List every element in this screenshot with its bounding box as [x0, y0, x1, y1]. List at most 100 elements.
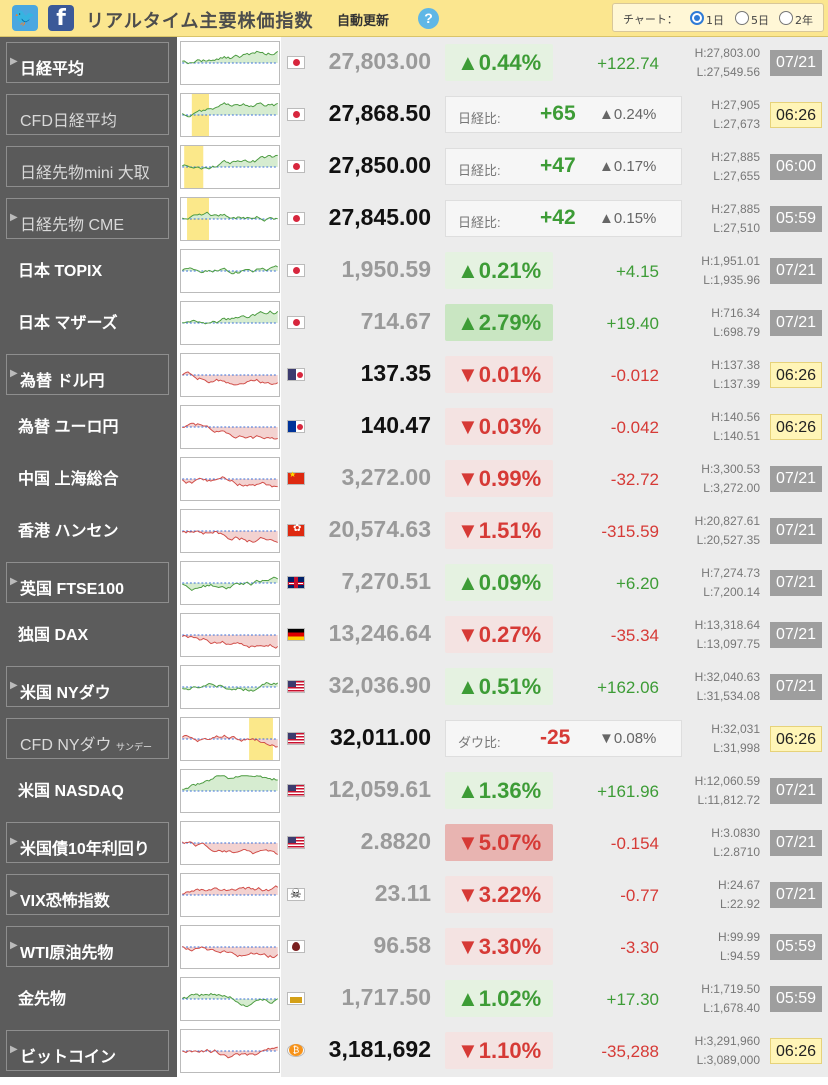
row-name-cell[interactable]: ▶ 日経平均	[0, 37, 177, 89]
row-name-text: 日経先物mini 大取	[20, 165, 150, 182]
table-row[interactable]: ▶ WTI原油先物 96.58 ▼3.30% -3.30 H:99.99 L:94.59 05…	[0, 921, 828, 973]
facebook-icon[interactable]: f	[48, 5, 74, 31]
row-name-text: CFD NYダウ	[20, 737, 112, 754]
table-row[interactable]: CFD NYダウ サンデー 32,011.00 ダウ比: -25 ▼0.08% H:32,…	[0, 713, 828, 765]
change-percent: ▼3.30%	[445, 928, 553, 965]
row-name-button[interactable]: CFD NYダウ サンデー	[6, 718, 169, 759]
row-name-cell[interactable]: CFD NYダウ サンデー	[0, 713, 177, 765]
mini-chart[interactable]	[180, 821, 280, 865]
row-name-cell[interactable]: 日本 マザーズ	[0, 297, 177, 349]
row-name-cell[interactable]: CFD日経平均	[0, 89, 177, 141]
row-name-cell[interactable]: 日本 TOPIX	[0, 245, 177, 297]
table-row[interactable]: ▶ビットコイン 3,181,692 ▼1.10% -35,288 H:3,291,960…	[0, 1025, 828, 1077]
mini-chart[interactable]	[180, 873, 280, 917]
row-name-button[interactable]: ▶ 為替 ドル円	[6, 354, 169, 395]
mini-chart[interactable]	[180, 925, 280, 969]
table-row[interactable]: 為替 ユーロ円 140.47 ▼0.03% -0.042 H:140.56 L:140.5…	[0, 401, 828, 453]
expand-arrow-icon: ▶	[10, 1044, 18, 1055]
radio-1day-label[interactable]: 1日	[706, 14, 724, 27]
radio-5day[interactable]	[735, 11, 749, 25]
expand-arrow-icon: ▶	[10, 56, 18, 67]
row-name-button[interactable]: ▶ WTI原油先物	[6, 926, 169, 967]
table-row[interactable]: 中国 上海総合 3,272.00 ▼0.99% -32.72 H:3,300.53 L:3…	[0, 453, 828, 505]
row-name-cell[interactable]: ▶ 日経先物 CME	[0, 193, 177, 245]
update-time: 07/21	[770, 882, 822, 908]
mini-chart[interactable]	[180, 405, 280, 449]
mini-chart[interactable]	[180, 145, 280, 189]
table-row[interactable]: ▶ 米国 NYダウ 32,036.90 ▲0.51% +162.06 H:32,040.6…	[0, 661, 828, 713]
mini-chart[interactable]	[180, 301, 280, 345]
row-name: 独国 DAX	[18, 627, 89, 644]
table-row[interactable]: 日本 マザーズ 714.67 ▲2.79% +19.40 H:716.34 L:698.7…	[0, 297, 828, 349]
row-name-button[interactable]: ▶ 英国 FTSE100	[6, 562, 169, 603]
mini-chart[interactable]	[180, 613, 280, 657]
flag-icon	[287, 732, 305, 745]
high-value: H:137.38	[711, 358, 760, 372]
row-name-cell[interactable]: 米国 NASDAQ	[0, 765, 177, 817]
mini-chart[interactable]	[180, 1029, 280, 1073]
help-icon[interactable]: ?	[418, 8, 439, 29]
price-value: 3,272.00	[341, 464, 431, 490]
price-value: 13,246.64	[328, 620, 431, 646]
row-name-cell[interactable]: 金先物	[0, 973, 177, 1025]
row-name-cell[interactable]: ▶ WTI原油先物	[0, 921, 177, 973]
mini-chart[interactable]	[180, 197, 280, 241]
row-name-cell[interactable]: 独国 DAX	[0, 609, 177, 661]
mini-chart[interactable]	[180, 769, 280, 813]
row-name-text: CFD日経平均	[20, 113, 117, 130]
row-name-cell[interactable]: ▶ 米国 NYダウ	[0, 661, 177, 713]
mini-chart[interactable]	[180, 977, 280, 1021]
table-row[interactable]: ▶ 為替 ドル円 137.35 ▼0.01% -0.012 H:137.38 L:137.3…	[0, 349, 828, 401]
radio-2year[interactable]	[779, 11, 793, 25]
row-name-cell[interactable]: 日経先物mini 大取	[0, 141, 177, 193]
table-row[interactable]: CFD日経平均 27,868.50 日経比: +65 ▲0.24% H:27,905 L:2…	[0, 89, 828, 141]
cfd-diff-percent: ▼0.08%	[599, 730, 657, 747]
mini-chart[interactable]	[180, 717, 280, 761]
row-values	[281, 609, 828, 661]
table-row[interactable]: 独国 DAX 13,246.64 ▼0.27% -35.34 H:13,318.64 L:…	[0, 609, 828, 661]
table-row[interactable]: ▶VIX恐怖指数 23.11 ▼3.22% -0.77 H:24.67 L:22.92 07…	[0, 869, 828, 921]
price-value: 3,181,692	[328, 1036, 431, 1062]
row-name-cell[interactable]: 香港 ハンセン	[0, 505, 177, 557]
table-row[interactable]: ▶ 日経先物 CME 27,845.00 日経比: +42 ▲0.15% H:27,885 L…	[0, 193, 828, 245]
row-name-button[interactable]: CFD日経平均	[6, 94, 169, 135]
row-name-button[interactable]: ▶ 日経平均	[6, 42, 169, 83]
table-row[interactable]: 米国 NASDAQ 12,059.61 ▲1.36% +161.96 H:12,060.…	[0, 765, 828, 817]
row-name-button[interactable]: ▶ 米国 NYダウ	[6, 666, 169, 707]
table-row[interactable]: 日本 TOPIX 1,950.59 ▲0.21% +4.15 H:1,951.01 L:1…	[0, 245, 828, 297]
mini-chart[interactable]	[180, 561, 280, 605]
row-name-cell[interactable]: ▶ ビットコイン	[0, 1025, 177, 1077]
row-name-cell[interactable]: ▶ 米国債10年利回り	[0, 817, 177, 869]
mini-chart[interactable]	[180, 41, 280, 85]
table-row[interactable]: 日経先物mini 大取 27,850.00 日経比: +47 ▲0.17% H:27,88…	[0, 141, 828, 193]
table-row[interactable]: ▶ 日経平均 27,803.00 ▲0.44% +122.74 H:27,803.00 L:…	[0, 37, 828, 89]
sparkline	[182, 634, 279, 649]
table-row[interactable]: ▶ 英国 FTSE100 7,270.51 ▲0.09% +6.20 H:7,274.73…	[0, 557, 828, 609]
table-row[interactable]: 香港 ハンセン 20,574.63 ▼1.51% -315.59 H:20,827.61…	[0, 505, 828, 557]
high-value: H:27,905	[711, 98, 760, 112]
row-name-button[interactable]: ▶ 米国債10年利回り	[6, 822, 169, 863]
row-name-cell[interactable]: 為替 ユーロ円	[0, 401, 177, 453]
row-name-cell[interactable]: ▶ 為替 ドル円	[0, 349, 177, 401]
mini-chart[interactable]	[180, 665, 280, 709]
radio-1day[interactable]	[690, 11, 704, 25]
mini-chart[interactable]	[180, 457, 280, 501]
row-name-button[interactable]: ▶ ビットコイン	[6, 1030, 169, 1071]
mini-chart[interactable]	[180, 249, 280, 293]
table-row[interactable]: 金先物 1,717.50 ▲1.02% +17.30 H:1,719.50 L:1,678…	[0, 973, 828, 1025]
cfd-diff-label: 日経比:	[458, 163, 501, 178]
row-values	[281, 297, 828, 349]
row-name-cell[interactable]: ▶ 英国 FTSE100	[0, 557, 177, 609]
twitter-icon[interactable]: 🐦	[12, 5, 38, 31]
radio-5day-label[interactable]: 5日	[751, 14, 769, 27]
row-name-cell[interactable]: ▶ VIX恐怖指数	[0, 869, 177, 921]
row-name-cell[interactable]: 中国 上海総合	[0, 453, 177, 505]
row-name-button[interactable]: 日経先物mini 大取	[6, 146, 169, 187]
radio-2year-label[interactable]: 2年	[795, 14, 813, 27]
mini-chart[interactable]	[180, 353, 280, 397]
row-name-button[interactable]: ▶ 日経先物 CME	[6, 198, 169, 239]
table-row[interactable]: ▶ 米国債10年利回り 2.8820 ▼5.07% -0.154 H:3.0830 L:2.…	[0, 817, 828, 869]
mini-chart[interactable]	[180, 509, 280, 553]
mini-chart[interactable]	[180, 93, 280, 137]
row-name-button[interactable]: ▶ VIX恐怖指数	[6, 874, 169, 915]
